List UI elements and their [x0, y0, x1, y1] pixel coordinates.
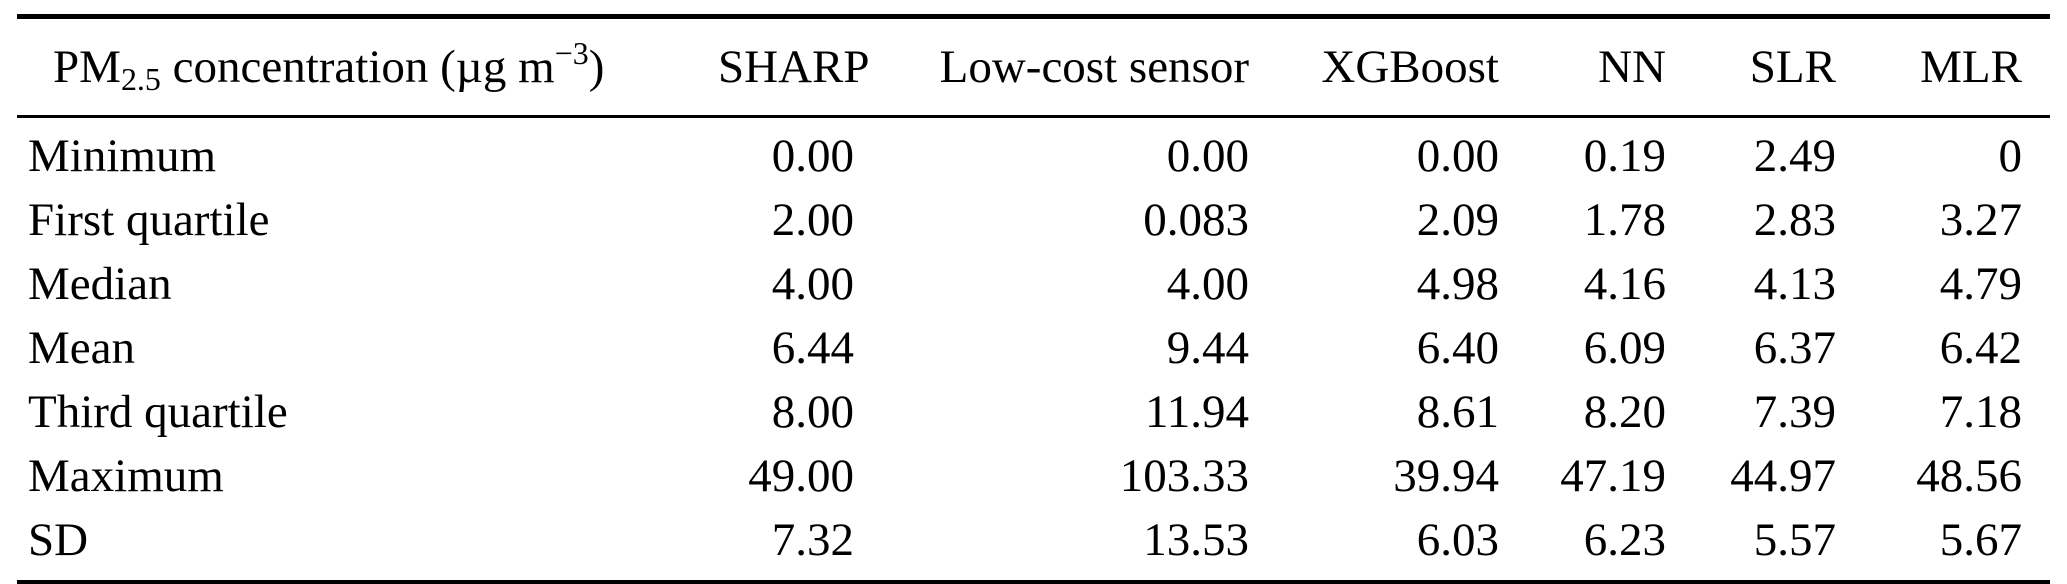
row-mean: Mean 6.44 9.44 6.40 6.09 6.37 6.42	[17, 316, 2050, 380]
cell-mean-nn: 6.09	[1583, 322, 1666, 374]
cell-q1-nn: 1.78	[1583, 194, 1666, 246]
row-third-quartile: Third quartile 8.00 11.94 8.61 8.20 7.39…	[17, 380, 2050, 444]
header-xgboost: XGBoost	[1250, 16, 1500, 118]
header-low-cost-sensor: Low-cost sensor	[855, 16, 1250, 118]
cell-mean-low-cost: 9.44	[1166, 322, 1249, 374]
cell-maximum-low-cost: 103.33	[1119, 450, 1249, 502]
row-first-quartile: First quartile 2.00 0.083 2.09 1.78 2.83…	[17, 188, 2050, 252]
exponent-superscript: −3	[554, 36, 589, 72]
cell-mean-mlr: 6.42	[1939, 322, 2022, 374]
units-close-paren: )	[588, 41, 605, 93]
row-label: SD	[28, 514, 89, 566]
header-sharp: SHARP	[717, 16, 870, 118]
cell-sd-sharp: 7.32	[771, 514, 854, 566]
cell-q3-sharp: 8.00	[771, 386, 854, 438]
cell-median-xgboost: 4.98	[1416, 258, 1499, 310]
cell-q1-sharp: 2.00	[771, 194, 854, 246]
cell-mean-sharp: 6.44	[771, 322, 854, 374]
header-mlr: MLR	[1837, 16, 2050, 118]
cell-q1-mlr: 3.27	[1939, 194, 2022, 246]
row-label: First quartile	[28, 194, 270, 246]
cell-q3-xgboost: 8.61	[1416, 386, 1499, 438]
cell-sd-nn: 6.23	[1583, 514, 1666, 566]
cell-q1-slr: 2.83	[1753, 194, 1836, 246]
cell-q1-low-cost: 0.083	[1143, 194, 1249, 246]
cell-sd-xgboost: 6.03	[1416, 514, 1499, 566]
cell-maximum-xgboost: 39.94	[1393, 450, 1499, 502]
cell-minimum-xgboost: 0.00	[1416, 130, 1499, 182]
header-slr: SLR	[1667, 16, 1837, 118]
pm25-statistics-table: PM2.5 concentration (µg m−3) SHARP Low-c…	[17, 14, 2050, 584]
pm-prefix-text: PM	[53, 41, 121, 93]
row-sd: SD 7.32 13.53 6.03 6.23 5.57 5.67	[17, 508, 2050, 582]
cell-maximum-sharp: 49.00	[748, 450, 854, 502]
cell-median-mlr: 4.79	[1939, 258, 2022, 310]
row-label: Mean	[28, 322, 136, 374]
concentration-units-text: concentration (µg m	[160, 41, 555, 93]
cell-minimum-sharp: 0.00	[771, 130, 854, 182]
header-pm25-concentration: PM2.5 concentration (µg m−3)	[17, 16, 717, 118]
cell-sd-low-cost: 13.53	[1143, 514, 1249, 566]
cell-maximum-nn: 47.19	[1560, 450, 1666, 502]
cell-q1-xgboost: 2.09	[1416, 194, 1499, 246]
cell-q3-slr: 7.39	[1753, 386, 1836, 438]
header-row: PM2.5 concentration (µg m−3) SHARP Low-c…	[17, 16, 2050, 118]
cell-sd-mlr: 5.67	[1939, 514, 2022, 566]
row-label: Median	[28, 258, 172, 310]
cell-mean-xgboost: 6.40	[1416, 322, 1499, 374]
cell-maximum-slr: 44.97	[1730, 450, 1836, 502]
cell-minimum-low-cost: 0.00	[1166, 130, 1249, 182]
cell-maximum-mlr: 48.56	[1916, 450, 2022, 502]
header-nn: NN	[1500, 16, 1667, 118]
cell-median-low-cost: 4.00	[1166, 258, 1249, 310]
cell-q3-nn: 8.20	[1583, 386, 1666, 438]
row-minimum: Minimum 0.00 0.00 0.00 0.19 2.49 0	[17, 117, 2050, 189]
row-label: Third quartile	[28, 386, 288, 438]
cell-median-slr: 4.13	[1753, 258, 1836, 310]
cell-q3-mlr: 7.18	[1939, 386, 2022, 438]
cell-q3-low-cost: 11.94	[1144, 386, 1249, 438]
pm-subscript: 2.5	[120, 61, 161, 97]
cell-sd-slr: 5.57	[1753, 514, 1836, 566]
row-label: Maximum	[28, 450, 224, 502]
cell-median-nn: 4.16	[1583, 258, 1666, 310]
cell-minimum-nn: 0.19	[1583, 130, 1666, 182]
cell-minimum-mlr: 0	[1998, 130, 2023, 182]
cell-median-sharp: 4.00	[771, 258, 854, 310]
cell-mean-slr: 6.37	[1753, 322, 1836, 374]
row-maximum: Maximum 49.00 103.33 39.94 47.19 44.97 4…	[17, 444, 2050, 508]
row-median: Median 4.00 4.00 4.98 4.16 4.13 4.79	[17, 252, 2050, 316]
cell-minimum-slr: 2.49	[1753, 130, 1836, 182]
row-label: Minimum	[28, 130, 217, 182]
